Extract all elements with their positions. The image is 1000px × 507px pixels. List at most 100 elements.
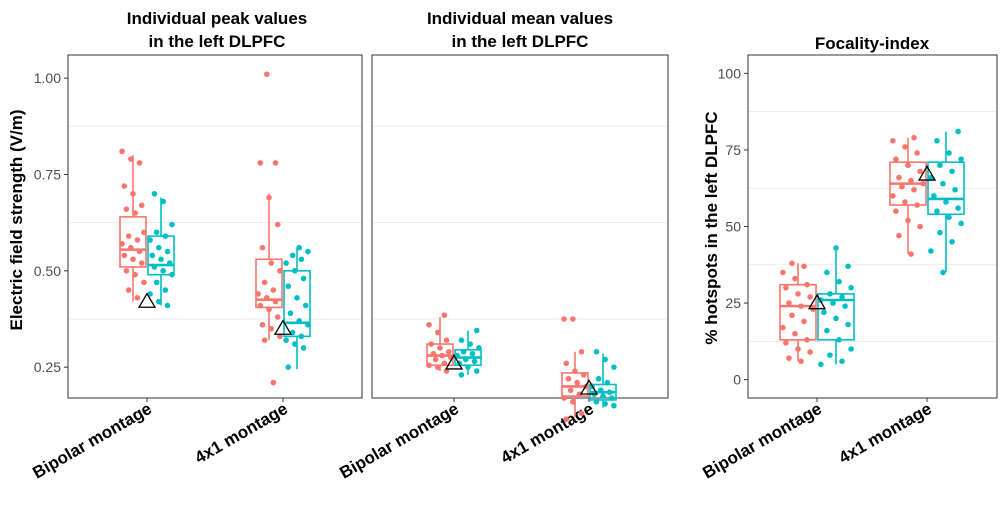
data-point — [132, 210, 138, 216]
data-point — [261, 337, 268, 343]
data-point — [132, 271, 138, 278]
data-point — [611, 364, 617, 370]
data-point — [158, 256, 164, 263]
data-point — [443, 368, 450, 374]
box-iqr — [119, 216, 147, 268]
data-point — [128, 244, 134, 251]
data-point — [578, 348, 585, 355]
data-point — [266, 194, 272, 201]
data-point — [600, 393, 606, 399]
data-point — [305, 321, 311, 328]
data-point — [136, 248, 143, 255]
data-point — [283, 337, 289, 343]
data-point — [458, 372, 465, 378]
data-point — [572, 368, 578, 374]
data-point — [465, 364, 471, 370]
data-point — [473, 327, 480, 334]
box-iqr — [147, 235, 175, 276]
data-point — [593, 399, 600, 405]
box-iqr — [817, 293, 855, 341]
data-point — [426, 362, 432, 369]
data-point — [783, 340, 789, 346]
box-iqr — [927, 161, 965, 216]
data-point — [946, 214, 952, 221]
data-point — [141, 279, 147, 286]
data-point — [162, 233, 169, 239]
data-point — [824, 327, 830, 334]
data-point — [300, 275, 307, 282]
data-point — [153, 279, 160, 286]
data-point — [958, 156, 964, 162]
data-point — [268, 260, 274, 266]
panel1-ylabel: Electric field strength (V/m) — [7, 109, 26, 330]
data-point — [899, 183, 905, 190]
data-point — [443, 337, 450, 343]
data-point — [274, 314, 281, 320]
data-point — [833, 315, 839, 322]
data-point — [294, 294, 300, 301]
data-point — [151, 190, 158, 197]
mean-triangle-marker — [137, 292, 157, 308]
data-point — [473, 368, 480, 374]
data-point — [893, 156, 899, 162]
data-point — [123, 268, 130, 274]
data-point — [606, 389, 613, 396]
data-point — [839, 358, 845, 365]
data-point — [908, 177, 914, 184]
data-point — [798, 358, 804, 365]
data-point — [908, 251, 914, 257]
data-point — [845, 321, 851, 328]
data-point — [842, 303, 848, 309]
data-point — [911, 134, 917, 141]
data-point — [130, 256, 136, 263]
data-point — [795, 291, 801, 297]
data-point — [264, 71, 270, 78]
data-point — [441, 312, 448, 318]
data-point — [463, 356, 469, 363]
data-point — [441, 360, 448, 367]
data-point — [285, 364, 292, 370]
data-point — [467, 341, 473, 347]
data-point — [958, 220, 964, 227]
data-point — [576, 391, 583, 397]
data-point — [580, 372, 587, 378]
panel3-ylabel: % hotspots in the left DLPFC — [702, 111, 721, 344]
y-tick-label: 50 — [725, 219, 741, 235]
data-point — [804, 281, 810, 288]
data-point — [940, 180, 946, 187]
data-point — [257, 302, 264, 309]
data-point — [561, 316, 567, 322]
data-point — [439, 352, 445, 359]
data-point — [298, 256, 305, 263]
x-category-label: 4x1 montage — [835, 399, 935, 467]
data-point — [125, 287, 132, 293]
data-point — [302, 302, 309, 309]
data-point — [134, 294, 141, 301]
data-point — [801, 263, 807, 270]
data-point — [460, 348, 467, 355]
data-point — [428, 341, 435, 347]
data-point — [934, 208, 940, 214]
data-point — [801, 318, 807, 325]
data-point — [896, 174, 902, 181]
data-point — [946, 150, 952, 156]
mean-triangle-marker — [917, 165, 937, 181]
data-point — [595, 375, 602, 382]
data-point — [786, 300, 792, 306]
data-point — [955, 205, 961, 211]
data-point — [166, 260, 173, 266]
panel3-plot: 0 25 50 75 100 Bipolar montage 4x1 montage — [699, 54, 998, 483]
data-point — [125, 233, 132, 239]
panel2-title-line2: in the left DLPFC — [452, 32, 589, 51]
data-point — [593, 348, 600, 355]
data-point — [270, 379, 277, 386]
data-point — [292, 341, 298, 347]
data-point — [848, 284, 854, 291]
data-point — [136, 160, 143, 166]
data-point — [147, 237, 153, 243]
data-point — [911, 186, 917, 193]
data-point — [943, 199, 949, 205]
data-point — [914, 202, 920, 208]
data-point — [274, 221, 281, 228]
data-point — [611, 402, 617, 409]
